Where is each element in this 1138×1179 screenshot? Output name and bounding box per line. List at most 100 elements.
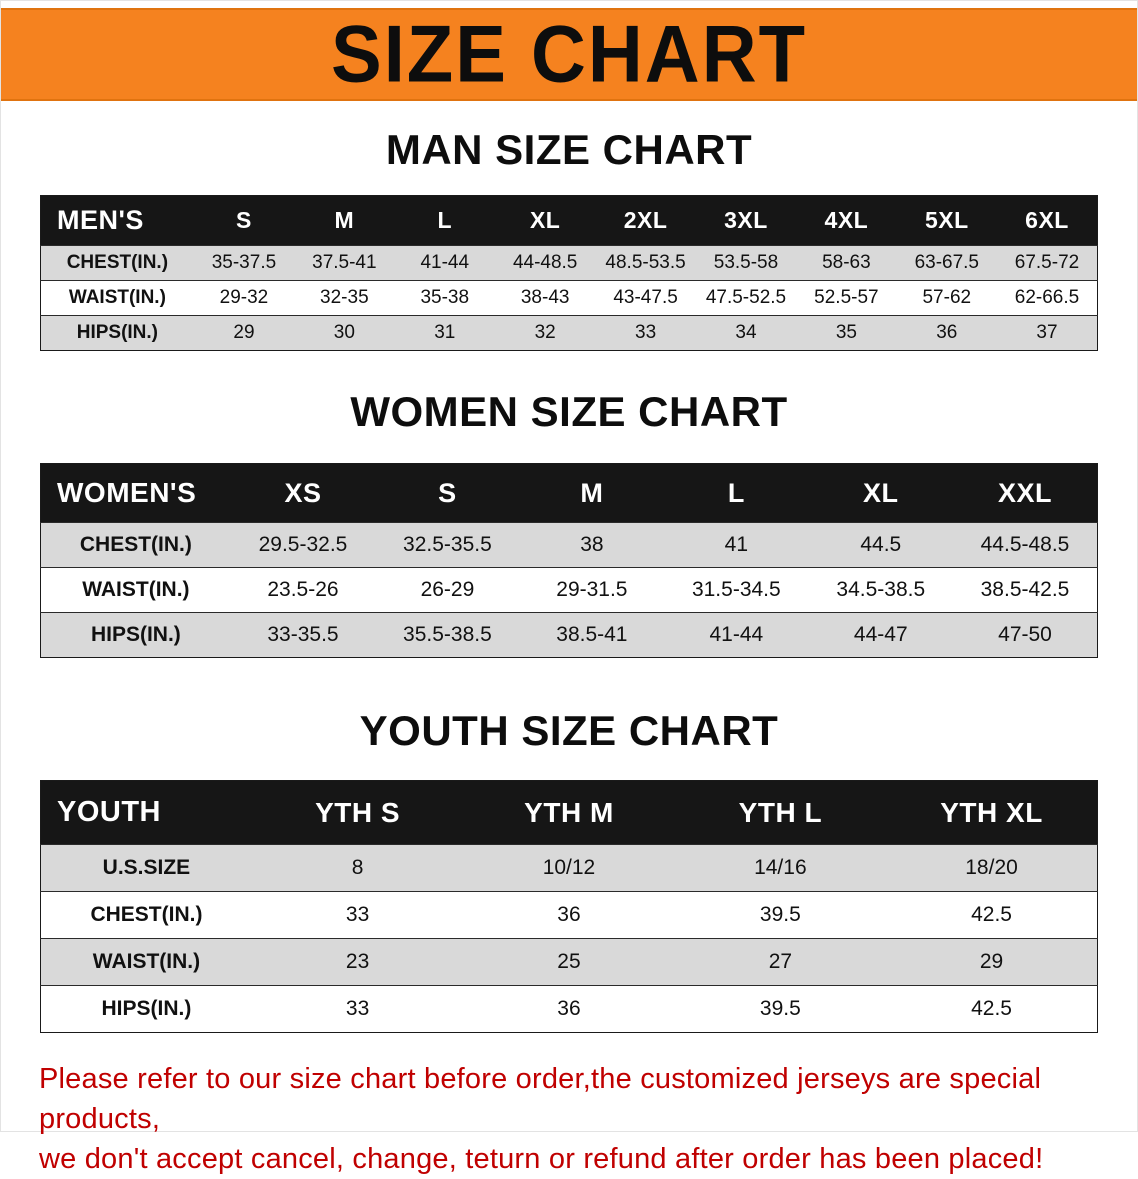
table-row: CHEST(IN.) 33 36 39.5 42.5 [40,891,1098,939]
men-size-column-header: 3XL [695,195,797,246]
youth-header-row: YOUTH YTH S YTH M YTH L YTH XL [40,780,1098,845]
measurement-cell: 33-35.5 [230,612,376,658]
measurement-cell: 41 [664,522,809,568]
measurement-cell: 38.5-41 [519,612,665,658]
measurement-cell: 37.5-41 [294,245,395,281]
measurement-cell: 34.5-38.5 [808,567,954,613]
measurement-cell: 62-66.5 [997,280,1098,316]
measurement-cell: 36 [463,985,675,1033]
men-size-column-header: 5XL [896,195,997,246]
men-size-column-header: L [394,195,495,246]
table-row: WAIST(IN.) 29-32 32-35 35-38 38-43 43-47.5 47.… [40,280,1098,316]
women-size-column-header: M [519,463,665,523]
table-row: WAIST(IN.) 23.5-26 26-29 29-31.5 31.5-34.5 34… [40,567,1098,613]
measurement-cell: 35.5-38.5 [375,612,520,658]
measurement-cell: 36 [463,891,675,939]
measurement-cell: 52.5-57 [796,280,897,316]
measurement-cell: 32-35 [294,280,395,316]
measurement-cell: 44-48.5 [494,245,596,281]
measurement-cell: 30 [294,315,395,351]
measurement-cell: 10/12 [463,844,675,892]
measurement-cell: 29 [886,938,1098,986]
measurement-cell: 23.5-26 [230,567,376,613]
men-size-column-header: 2XL [595,195,696,246]
women-table-title-cell: WOMEN'S [40,463,231,523]
measurement-cell: 47-50 [953,612,1098,658]
table-row: HIPS(IN.) 33 36 39.5 42.5 [40,985,1098,1033]
table-row: CHEST(IN.) 29.5-32.5 32.5-35.5 38 41 44.5 44.5… [40,522,1098,568]
disclaimer: Please refer to our size chart before or… [39,1059,1099,1179]
size-chart-banner: SIZE CHART [1,8,1137,101]
measurement-cell: 58-63 [796,245,897,281]
youth-size-column-header: YTH S [251,780,464,845]
measurement-cell: 27 [674,938,887,986]
men-size-section: MAN SIZE CHART MEN'S S M L XL 2XL 3XL 4XL 5XL 6XL C… [1,129,1137,351]
women-size-column-header: L [664,463,809,523]
measurement-cell: 43-47.5 [595,280,696,316]
measurement-cell: 31 [394,315,495,351]
men-size-column-header: M [294,195,395,246]
men-size-table: MEN'S S M L XL 2XL 3XL 4XL 5XL 6XL CHEST(IN.) 35-37… [40,195,1098,351]
measurement-cell: 38-43 [494,280,596,316]
women-header-row: WOMEN'S XS S M L XL XXL [40,463,1098,523]
measurement-cell: 33 [595,315,696,351]
men-size-column-header: 6XL [997,195,1098,246]
measurement-cell: 33 [251,891,464,939]
men-header-row: MEN'S S M L XL 2XL 3XL 4XL 5XL 6XL [40,195,1098,246]
measurement-cell: 39.5 [674,891,887,939]
row-label-cell: U.S.SIZE [40,844,252,892]
measurement-cell: 29 [193,315,295,351]
banner-title: SIZE CHART [331,8,807,100]
measurement-cell: 41-44 [394,245,495,281]
row-label-cell: WAIST(IN.) [40,280,194,316]
measurement-cell: 14/16 [674,844,887,892]
measurement-cell: 44.5 [808,522,954,568]
measurement-cell: 38.5-42.5 [953,567,1098,613]
disclaimer-line1: Please refer to our size chart before or… [39,1063,1042,1136]
men-size-column-header: 4XL [796,195,897,246]
measurement-cell: 37 [997,315,1098,351]
women-section-heading: WOMEN SIZE CHART [350,388,788,435]
measurement-cell: 8 [251,844,464,892]
measurement-cell: 44-47 [808,612,954,658]
youth-size-table: YOUTH YTH S YTH M YTH L YTH XL U.S.SIZE 8 10/12… [40,780,1098,1033]
youth-section-heading: YOUTH SIZE CHART [359,707,779,754]
table-row: WAIST(IN.) 23 25 27 29 [40,938,1098,986]
row-label-cell: HIPS(IN.) [40,612,231,658]
measurement-cell: 39.5 [674,985,887,1033]
youth-size-column-header: YTH M [463,780,675,845]
row-label-cell: HIPS(IN.) [40,315,194,351]
youth-size-column-header: YTH L [674,780,887,845]
measurement-cell: 48.5-53.5 [595,245,696,281]
youth-table-title-cell: YOUTH [40,780,252,845]
women-size-table: WOMEN'S XS S M L XL XXL CHEST(IN.) 29.5-32.5 32.5… [40,463,1098,658]
youth-size-section: YOUTH SIZE CHART YOUTH YTH S YTH M YTH L YTH … [1,710,1137,1033]
measurement-cell: 63-67.5 [896,245,997,281]
measurement-cell: 67.5-72 [997,245,1098,281]
measurement-cell: 57-62 [896,280,997,316]
row-label-cell: WAIST(IN.) [40,938,252,986]
measurement-cell: 32 [494,315,596,351]
table-row: U.S.SIZE 8 10/12 14/16 18/20 [40,844,1098,892]
table-row: CHEST(IN.) 35-37.5 37.5-41 41-44 44-48.5 48.5… [40,245,1098,281]
measurement-cell: 25 [463,938,675,986]
women-size-column-header: XXL [953,463,1098,523]
measurement-cell: 41-44 [664,612,809,658]
women-size-column-header: XL [808,463,954,523]
measurement-cell: 42.5 [886,891,1098,939]
measurement-cell: 34 [695,315,797,351]
disclaimer-line2: we don't accept cancel, change, teturn o… [39,1143,1044,1176]
men-size-column-header: XL [494,195,596,246]
table-row: HIPS(IN.) 33-35.5 35.5-38.5 38.5-41 41-44 44-… [40,612,1098,658]
measurement-cell: 32.5-35.5 [375,522,520,568]
women-size-section: WOMEN SIZE CHART WOMEN'S XS S M L XL XXL CHEST(I… [1,391,1137,658]
row-label-cell: CHEST(IN.) [40,245,194,281]
size-chart-sections: MAN SIZE CHART MEN'S S M L XL 2XL 3XL 4XL 5XL 6XL C… [1,129,1137,1033]
measurement-cell: 36 [896,315,997,351]
row-label-cell: CHEST(IN.) [40,522,231,568]
measurement-cell: 53.5-58 [695,245,797,281]
row-label-cell: HIPS(IN.) [40,985,252,1033]
measurement-cell: 29-32 [193,280,295,316]
measurement-cell: 23 [251,938,464,986]
measurement-cell: 18/20 [886,844,1098,892]
